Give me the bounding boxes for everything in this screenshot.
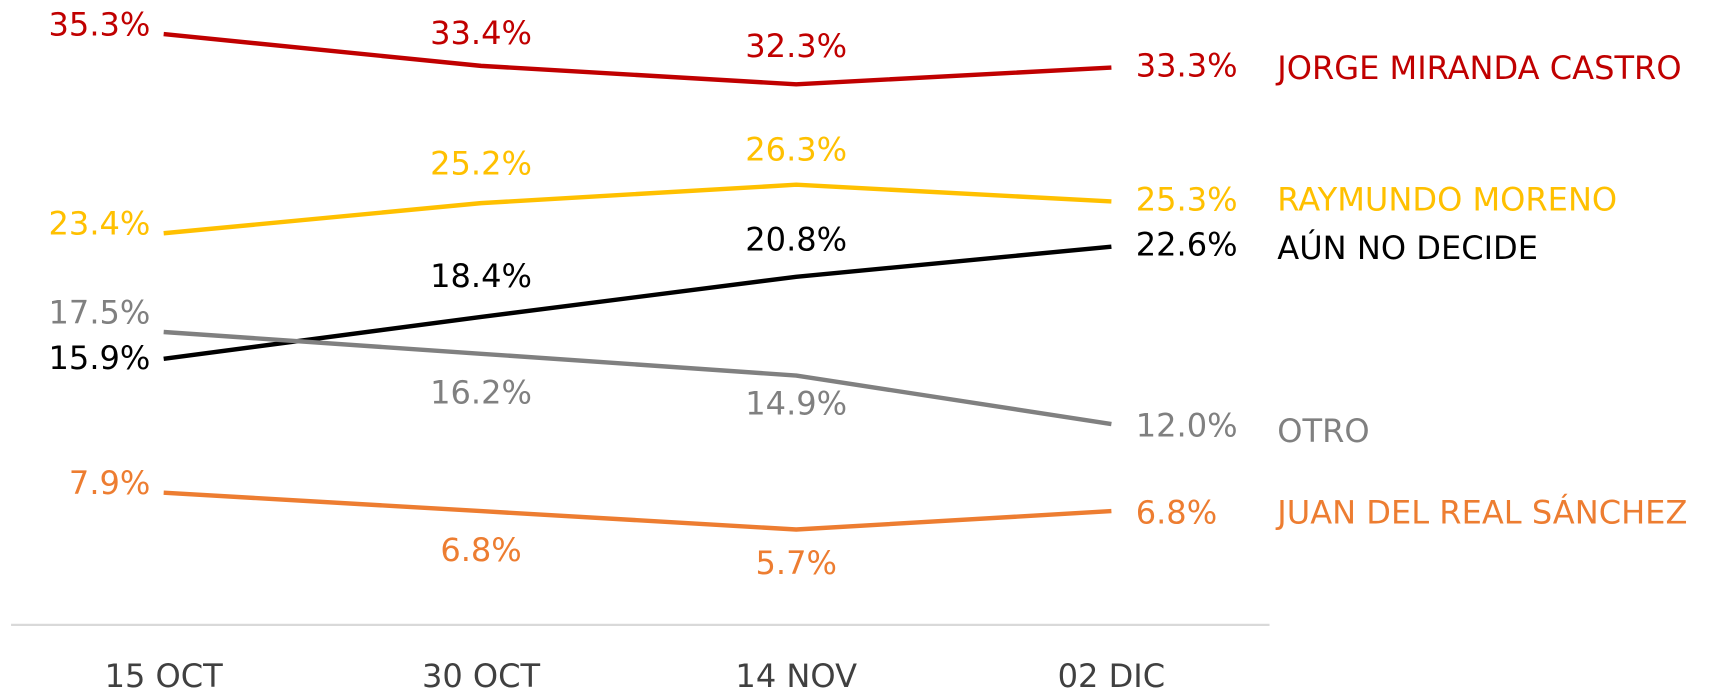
data-label: 5.7% bbox=[755, 544, 836, 582]
x-tick-label: 14 NOV bbox=[735, 657, 857, 695]
data-label: 6.8% bbox=[1136, 493, 1217, 531]
data-label: 17.5% bbox=[49, 293, 151, 331]
data-label: 32.3% bbox=[745, 27, 847, 65]
data-label: 23.4% bbox=[49, 205, 151, 243]
legend-label: OTRO bbox=[1277, 412, 1369, 450]
data-label: 35.3% bbox=[49, 5, 151, 43]
legend-label: JORGE MIRANDA CASTRO bbox=[1275, 49, 1681, 87]
x-tick-label: 30 OCT bbox=[422, 657, 541, 695]
data-label: 25.2% bbox=[430, 145, 532, 183]
data-label: 25.3% bbox=[1136, 180, 1238, 218]
data-label: 26.3% bbox=[745, 131, 847, 169]
x-tick-label: 15 OCT bbox=[105, 657, 224, 695]
series-line bbox=[163, 490, 1112, 532]
series-line bbox=[163, 31, 1112, 87]
series-line bbox=[163, 182, 1112, 236]
data-label: 16.2% bbox=[430, 374, 532, 412]
data-label: 18.4% bbox=[430, 257, 532, 295]
data-label: 33.3% bbox=[1136, 47, 1238, 85]
x-tick-label: 02 DIC bbox=[1058, 657, 1166, 695]
data-label: 20.8% bbox=[745, 220, 847, 258]
series-line bbox=[163, 329, 1112, 427]
series-line bbox=[163, 244, 1112, 361]
data-label: 15.9% bbox=[49, 339, 151, 377]
data-label: 7.9% bbox=[69, 464, 150, 502]
legend-label: JUAN DEL REAL SÁNCHEZ bbox=[1275, 493, 1687, 531]
legend-label: AÚN NO DECIDE bbox=[1277, 228, 1538, 267]
data-label: 22.6% bbox=[1136, 226, 1238, 264]
legend-label: RAYMUNDO MORENO bbox=[1277, 180, 1617, 218]
data-label: 6.8% bbox=[440, 531, 521, 569]
data-label: 33.4% bbox=[430, 14, 532, 52]
data-label: 14.9% bbox=[745, 384, 847, 422]
data-label: 12.0% bbox=[1136, 406, 1238, 444]
